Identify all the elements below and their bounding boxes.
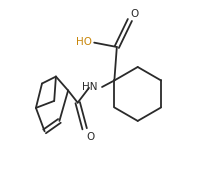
Text: HO: HO	[77, 37, 92, 47]
Text: O: O	[131, 9, 139, 19]
Text: O: O	[86, 132, 95, 142]
Text: HN: HN	[82, 82, 98, 92]
